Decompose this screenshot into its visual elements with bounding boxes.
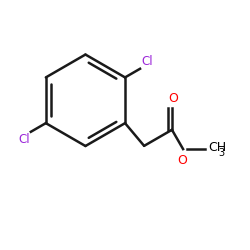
Text: CH: CH (208, 141, 226, 154)
Text: O: O (177, 154, 187, 166)
Text: Cl: Cl (18, 133, 30, 146)
Text: Cl: Cl (141, 54, 153, 68)
Text: 3: 3 (218, 148, 224, 158)
Text: O: O (168, 92, 178, 104)
